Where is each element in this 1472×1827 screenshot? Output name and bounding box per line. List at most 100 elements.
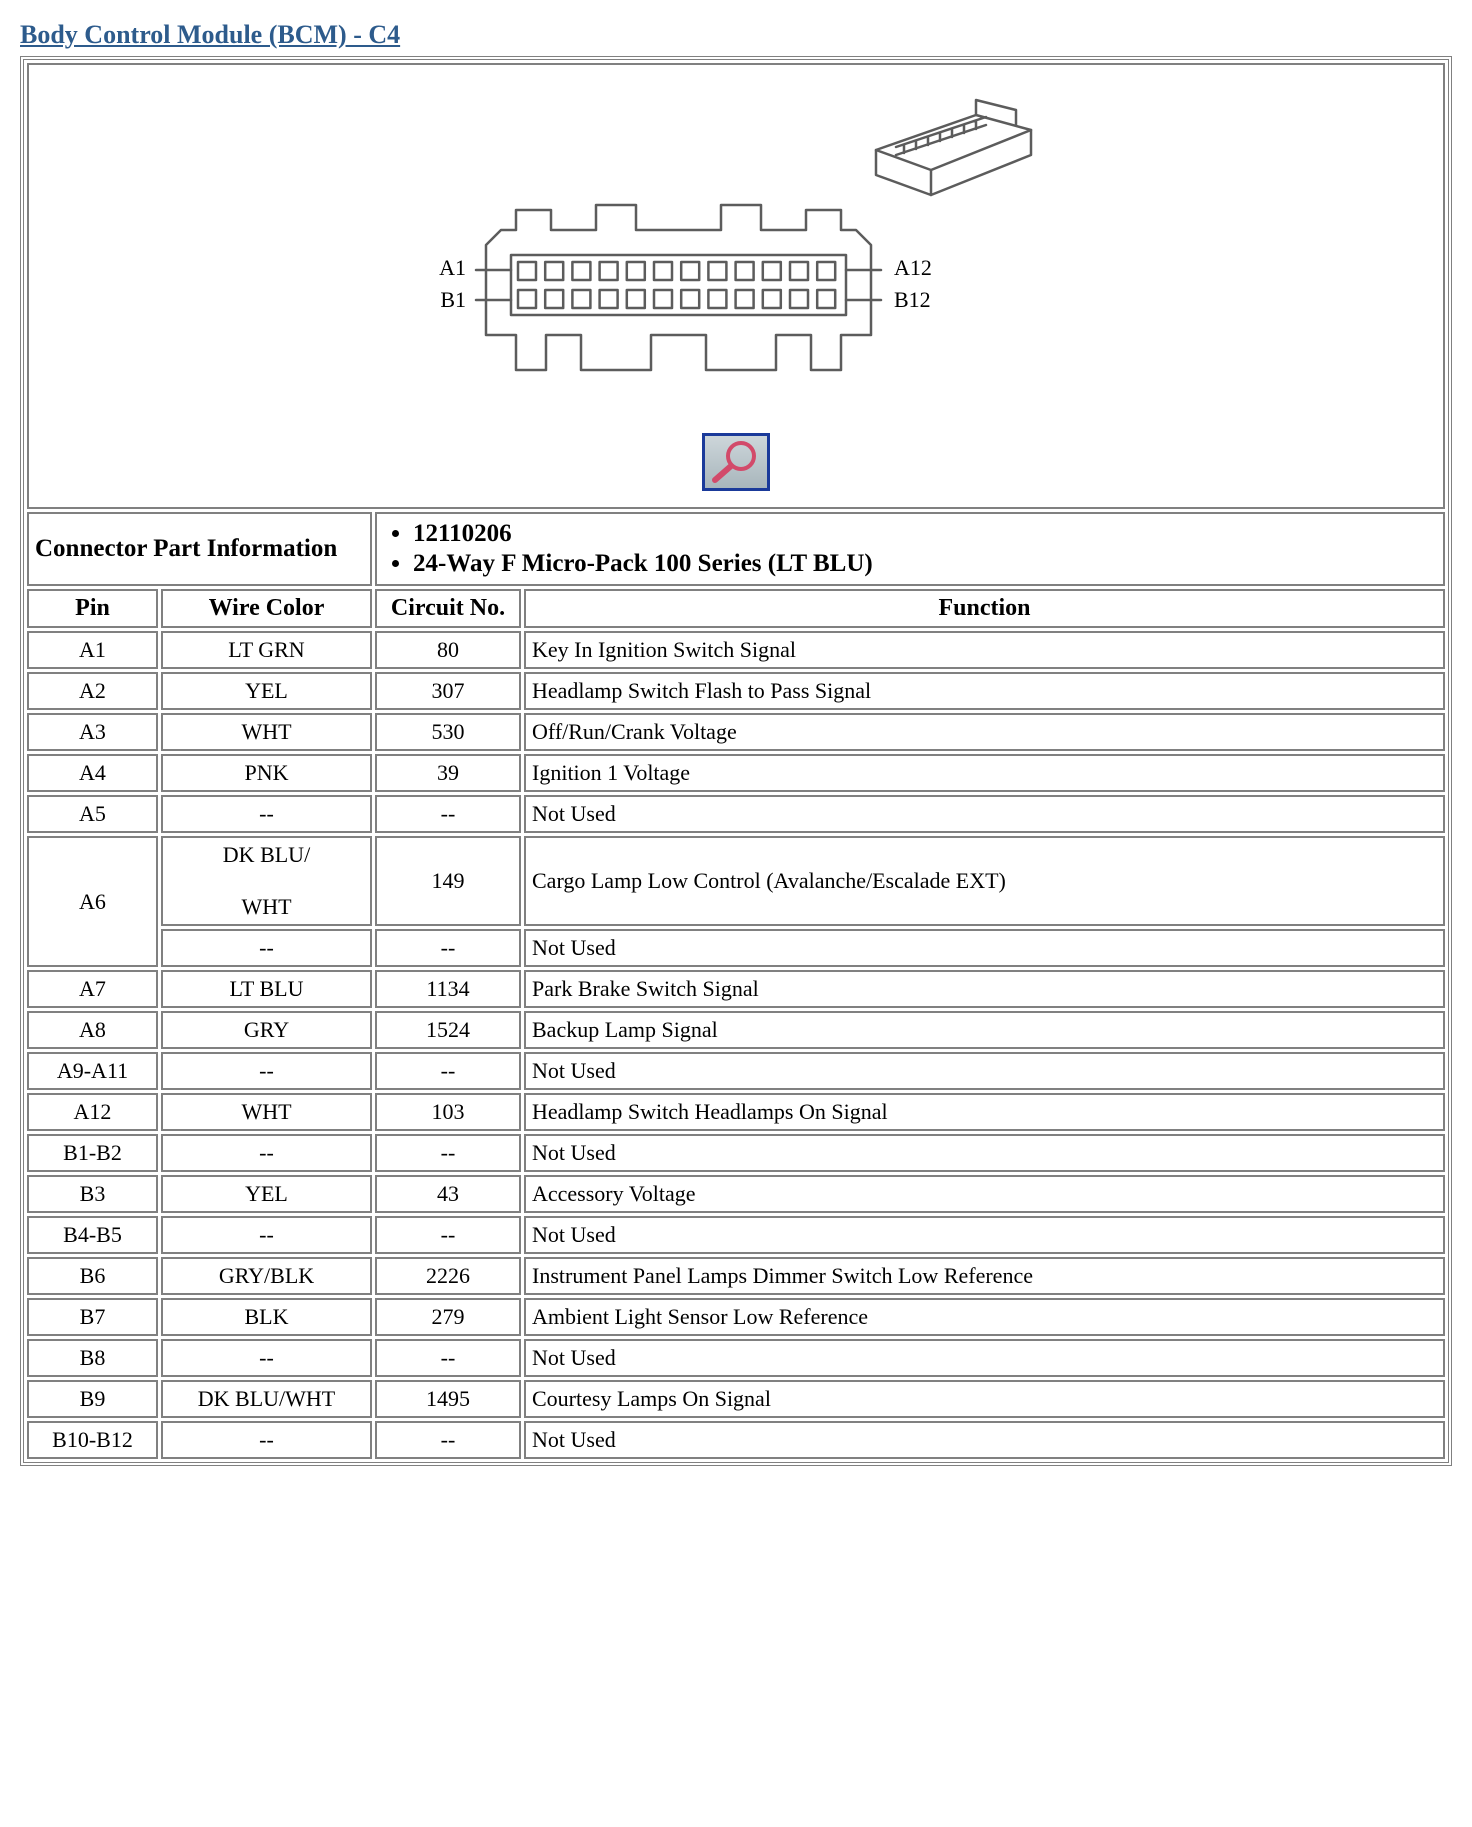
cell-function: Key In Ignition Switch Signal — [524, 631, 1445, 669]
cell-wire: -- — [161, 1421, 372, 1459]
cell-pin: B8 — [27, 1339, 158, 1377]
cell-wire: -- — [161, 1052, 372, 1090]
magnify-button[interactable] — [702, 433, 770, 491]
cell-wire: PNK — [161, 754, 372, 792]
cell-circuit: 307 — [375, 672, 521, 710]
cell-function: Not Used — [524, 1052, 1445, 1090]
col-header-function: Function — [524, 589, 1445, 628]
cell-wire: DK BLU/WHT — [161, 1380, 372, 1418]
cell-function: Not Used — [524, 1421, 1445, 1459]
col-header-circuit: Circuit No. — [375, 589, 521, 628]
cell-circuit: 103 — [375, 1093, 521, 1131]
cpi-item: 24-Way F Micro-Pack 100 Series (LT BLU) — [413, 550, 1437, 578]
cell-function: Cargo Lamp Low Control (Avalanche/Escala… — [524, 836, 1445, 926]
table-row: A5----Not Used — [27, 795, 1445, 833]
cpi-item: 12110206 — [413, 520, 1437, 548]
cell-wire: -- — [161, 929, 372, 967]
page-title: Body Control Module (BCM) - C4 — [20, 20, 1452, 50]
label-a1: A1 — [439, 255, 466, 280]
connector-part-info-data: 12110206 24-Way F Micro-Pack 100 Series … — [375, 512, 1445, 586]
table-row: B4-B5----Not Used — [27, 1216, 1445, 1254]
cell-wire: LT GRN — [161, 631, 372, 669]
cell-wire: WHT — [161, 713, 372, 751]
cell-circuit: -- — [375, 1339, 521, 1377]
cell-pin: A9-A11 — [27, 1052, 158, 1090]
cell-pin: A7 — [27, 970, 158, 1008]
cell-wire: -- — [161, 1216, 372, 1254]
cell-pin: B6 — [27, 1257, 158, 1295]
cell-wire: -- — [161, 1134, 372, 1172]
cell-circuit: 149 — [375, 836, 521, 926]
connector-diagram: A1 A12 B1 B12 — [426, 85, 1046, 415]
cell-pin: B9 — [27, 1380, 158, 1418]
cell-pin: A3 — [27, 713, 158, 751]
cell-pin: B3 — [27, 1175, 158, 1213]
cell-circuit: 1495 — [375, 1380, 521, 1418]
cell-circuit: 43 — [375, 1175, 521, 1213]
cell-pin: B4-B5 — [27, 1216, 158, 1254]
table-row: A2YEL307Headlamp Switch Flash to Pass Si… — [27, 672, 1445, 710]
cell-wire: GRY — [161, 1011, 372, 1049]
cell-function: Headlamp Switch Flash to Pass Signal — [524, 672, 1445, 710]
table-row: B1-B2----Not Used — [27, 1134, 1445, 1172]
table-row: A8GRY1524Backup Lamp Signal — [27, 1011, 1445, 1049]
table-row: B7BLK279Ambient Light Sensor Low Referen… — [27, 1298, 1445, 1336]
cell-circuit: 39 — [375, 754, 521, 792]
cell-pin: B10-B12 — [27, 1421, 158, 1459]
cell-wire: WHT — [161, 1093, 372, 1131]
table-row: A12WHT103Headlamp Switch Headlamps On Si… — [27, 1093, 1445, 1131]
cell-circuit: -- — [375, 1216, 521, 1254]
cell-function: Not Used — [524, 929, 1445, 967]
cell-circuit: -- — [375, 1421, 521, 1459]
cell-function: Ambient Light Sensor Low Reference — [524, 1298, 1445, 1336]
cell-wire: GRY/BLK — [161, 1257, 372, 1295]
table-row: B3YEL43Accessory Voltage — [27, 1175, 1445, 1213]
cell-function: Not Used — [524, 1134, 1445, 1172]
cell-wire: BLK — [161, 1298, 372, 1336]
col-header-wire: Wire Color — [161, 589, 372, 628]
cell-circuit: -- — [375, 1052, 521, 1090]
cell-circuit: 279 — [375, 1298, 521, 1336]
magnify-icon — [705, 436, 767, 488]
cell-function: Not Used — [524, 1339, 1445, 1377]
cell-pin: A6 — [27, 836, 158, 967]
cell-circuit: 1134 — [375, 970, 521, 1008]
cell-function: Not Used — [524, 795, 1445, 833]
cell-circuit: -- — [375, 1134, 521, 1172]
cell-pin: B7 — [27, 1298, 158, 1336]
col-header-pin: Pin — [27, 589, 158, 628]
table-row: B6GRY/BLK2226Instrument Panel Lamps Dimm… — [27, 1257, 1445, 1295]
table-row: A4PNK39Ignition 1 Voltage — [27, 754, 1445, 792]
cell-wire: -- — [161, 1339, 372, 1377]
label-a12: A12 — [894, 255, 932, 280]
table-row: B9DK BLU/WHT1495Courtesy Lamps On Signal — [27, 1380, 1445, 1418]
label-b1: B1 — [440, 287, 466, 312]
cell-wire: YEL — [161, 672, 372, 710]
cell-wire: YEL — [161, 1175, 372, 1213]
table-row: B8----Not Used — [27, 1339, 1445, 1377]
cell-wire: LT BLU — [161, 970, 372, 1008]
cell-function: Off/Run/Crank Voltage — [524, 713, 1445, 751]
cell-circuit: 1524 — [375, 1011, 521, 1049]
label-b12: B12 — [894, 287, 931, 312]
cell-function: Backup Lamp Signal — [524, 1011, 1445, 1049]
connector-part-info-label: Connector Part Information — [27, 512, 372, 586]
cell-function: Headlamp Switch Headlamps On Signal — [524, 1093, 1445, 1131]
table-row: ----Not Used — [27, 929, 1445, 967]
table-row: A9-A11----Not Used — [27, 1052, 1445, 1090]
cell-circuit: 2226 — [375, 1257, 521, 1295]
table-row: A7LT BLU1134Park Brake Switch Signal — [27, 970, 1445, 1008]
cell-function: Instrument Panel Lamps Dimmer Switch Low… — [524, 1257, 1445, 1295]
cell-pin: A1 — [27, 631, 158, 669]
cell-pin: A12 — [27, 1093, 158, 1131]
cell-circuit: -- — [375, 929, 521, 967]
cell-pin: B1-B2 — [27, 1134, 158, 1172]
cell-function: Not Used — [524, 1216, 1445, 1254]
cell-function: Park Brake Switch Signal — [524, 970, 1445, 1008]
cell-circuit: 530 — [375, 713, 521, 751]
cell-function: Accessory Voltage — [524, 1175, 1445, 1213]
cell-pin: A5 — [27, 795, 158, 833]
table-row: B10-B12----Not Used — [27, 1421, 1445, 1459]
cell-pin: A4 — [27, 754, 158, 792]
cell-pin: A8 — [27, 1011, 158, 1049]
